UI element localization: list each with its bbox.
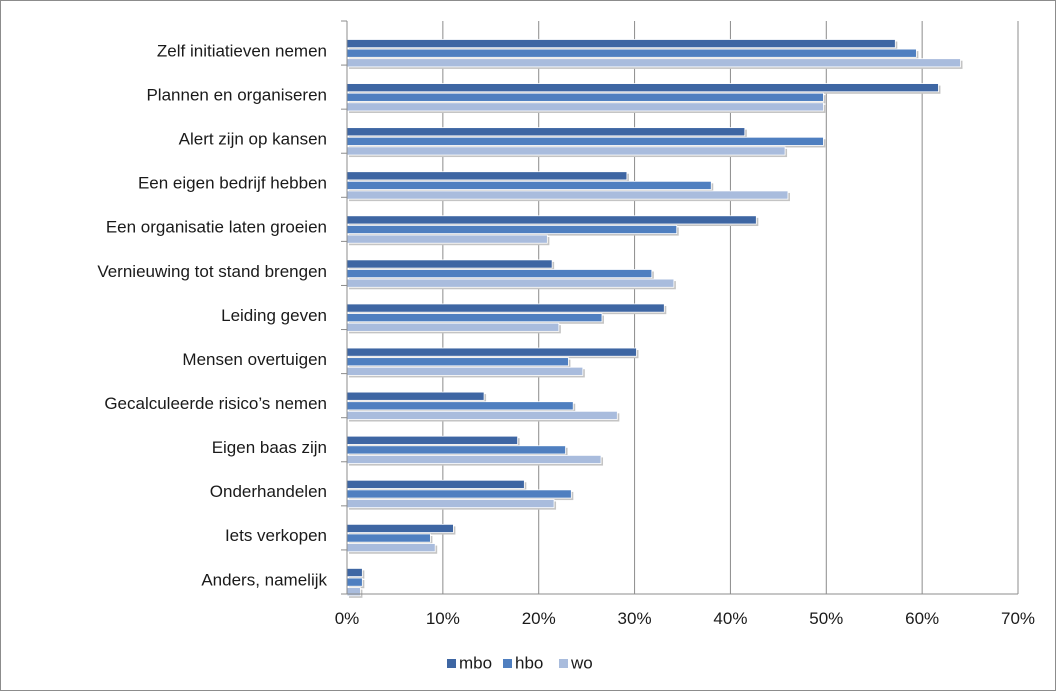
x-tick-label-70: 70% [1001,609,1035,628]
bar-hbo-leiding-geven [346,313,603,323]
bar-wo-een-organisatie-laten-groeien [346,234,548,244]
category-label-mensen-overtuigen: Mensen overtuigen [182,350,327,369]
bar-mbo-onderhandelen [346,479,525,489]
x-tick-label-20: 20% [522,609,556,628]
category-label-alert-zijn-op-kansen: Alert zijn op kansen [179,130,327,149]
bar-hbo-plannen-en-organiseren [346,92,824,102]
legend-label-mbo: mbo [459,653,492,672]
category-label-plannen-en-organiseren: Plannen en organiseren [146,85,327,104]
legend-label-wo: wo [570,653,593,672]
bar-wo-eigen-baas-zijn [346,454,602,464]
bar-wo-plannen-en-organiseren [346,102,824,112]
bar-hbo-anders-namelijk [346,577,363,587]
bars [346,39,963,598]
x-tick-label-0: 0% [335,609,360,628]
category-label-een-organisatie-laten-groeien: Een organisatie laten groeien [106,218,327,237]
legend-swatch-wo [559,659,568,668]
bar-mbo-plannen-en-organiseren [346,83,939,93]
category-label-iets-verkopen: Iets verkopen [225,526,327,545]
bar-wo-vernieuwing-tot-stand-brengen [346,278,675,288]
bar-hbo-zelf-initiatieven-nemen [346,48,917,58]
bar-hbo-vernieuwing-tot-stand-brengen [346,269,653,279]
bar-mbo-vernieuwing-tot-stand-brengen [346,259,553,269]
bar-wo-zelf-initiatieven-nemen [346,58,961,68]
bar-hbo-onderhandelen [346,489,572,499]
bar-hbo-een-organisatie-laten-groeien [346,225,678,235]
bar-mbo-iets-verkopen [346,523,454,533]
bar-hbo-eigen-baas-zijn [346,445,566,455]
bar-wo-leiding-geven [346,322,560,332]
x-tick-label-10: 10% [426,609,460,628]
category-label-anders-namelijk: Anders, namelijk [201,570,327,589]
bar-wo-een-eigen-bedrijf-hebben [346,190,789,200]
x-tick-label-30: 30% [618,609,652,628]
bar-wo-anders-namelijk [346,587,361,597]
bar-hbo-mensen-overtuigen [346,357,569,367]
bar-wo-mensen-overtuigen [346,366,584,376]
bar-mbo-zelf-initiatieven-nemen [346,39,896,49]
bar-mbo-anders-namelijk [346,568,363,578]
bar-mbo-gecalculeerde-risico-s-nemen [346,391,485,401]
category-label-onderhandelen: Onderhandelen [210,482,327,501]
category-label-leiding-geven: Leiding geven [221,306,327,325]
x-tick-label-50: 50% [809,609,843,628]
legend-label-hbo: hbo [515,653,543,672]
bar-mbo-mensen-overtuigen [346,347,637,357]
category-label-vernieuwing-tot-stand-brengen: Vernieuwing tot stand brengen [97,262,327,281]
category-label-een-eigen-bedrijf-hebben: Een eigen bedrijf hebben [138,174,327,193]
x-tick-label-60: 60% [905,609,939,628]
bar-hbo-een-eigen-bedrijf-hebben [346,180,712,190]
bar-mbo-eigen-baas-zijn [346,435,519,445]
category-label-eigen-baas-zijn: Eigen baas zijn [212,438,327,457]
bar-mbo-een-organisatie-laten-groeien [346,215,757,225]
category-label-gecalculeerde-risico-s-nemen: Gecalculeerde risico’s nemen [104,394,327,413]
bar-hbo-gecalculeerde-risico-s-nemen [346,401,574,411]
axes [341,20,1018,595]
x-tick-label-40: 40% [713,609,747,628]
category-labels: Zelf initiatieven nemen Plannen en organi… [97,41,327,589]
x-tick-labels: 0% 10% 20% 30% 40% 50% 60% 70% [335,609,1035,628]
bar-wo-iets-verkopen [346,543,436,553]
bar-wo-onderhandelen [346,499,555,509]
bar-hbo-alert-zijn-op-kansen [346,136,824,146]
bar-hbo-iets-verkopen [346,533,431,543]
legend-swatch-mbo [447,659,456,668]
bar-mbo-een-eigen-bedrijf-hebben [346,171,628,181]
legend: mbo hbo wo [447,653,593,672]
legend-swatch-hbo [503,659,512,668]
bar-mbo-alert-zijn-op-kansen [346,127,746,137]
bar-mbo-leiding-geven [346,303,665,313]
bar-wo-alert-zijn-op-kansen [346,146,786,156]
bar-wo-gecalculeerde-risico-s-nemen [346,410,618,420]
category-label-zelf-initiatieven-nemen: Zelf initiatieven nemen [157,41,327,60]
